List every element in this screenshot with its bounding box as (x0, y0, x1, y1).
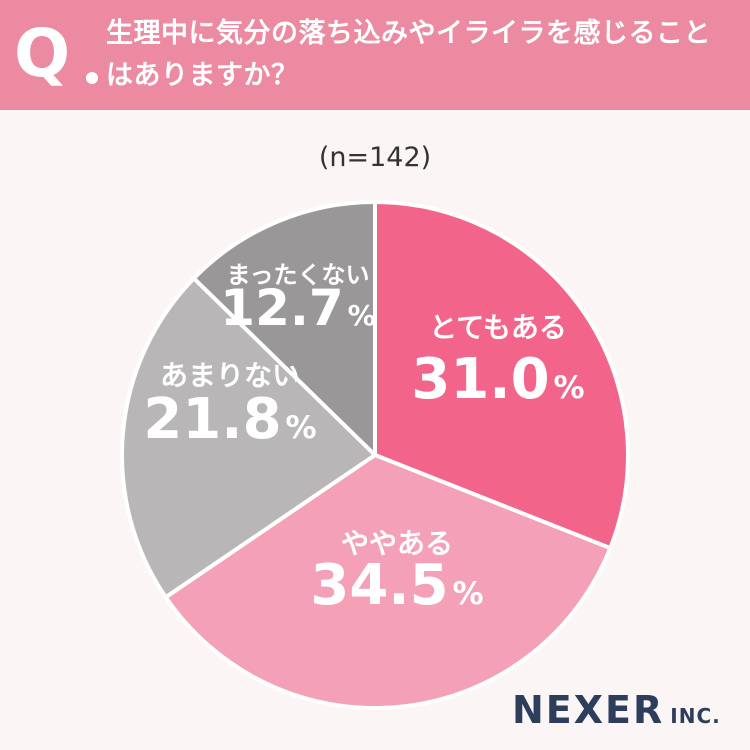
pie-slice-1 (373, 200, 630, 551)
sample-size: (n=142) (318, 142, 432, 173)
slice-value-3: 21.8% (143, 387, 316, 452)
slice-value-4: 12.7% (220, 279, 375, 337)
nexer-logo: NEXER INC. (512, 688, 721, 732)
slice-value-1: 31.0% (411, 347, 584, 412)
logo-main: NEXER (512, 688, 665, 732)
pie-slice-3 (120, 276, 377, 600)
question-text: 生理中に気分の落ち込みやイライラを感じること はありますか？ (106, 13, 736, 97)
question-line-2: はありますか？ (106, 60, 299, 91)
pie-slice-2 (163, 453, 613, 710)
slice-label-1: とてもある (429, 311, 567, 344)
q-dot-decoration (86, 72, 98, 84)
slice-label-2: ややある (341, 527, 453, 560)
logo-sub: INC. (670, 704, 721, 728)
question-line-1: 生理中に気分の落ち込みやイライラを感じること (106, 18, 711, 49)
slice-label-4: まったくない (226, 261, 369, 289)
question-header: Q 生理中に気分の落ち込みやイライラを感じること はありますか？ (0, 0, 750, 110)
slice-label-3: あまりない (160, 359, 300, 392)
pie-slice-4 (191, 200, 377, 457)
q-mark: Q (14, 15, 71, 92)
slice-value-2: 34.5% (310, 553, 483, 618)
